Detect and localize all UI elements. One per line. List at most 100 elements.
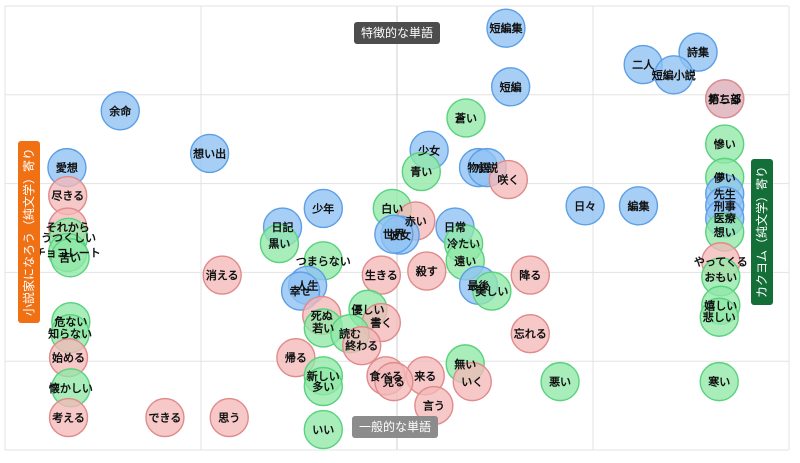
point-label: 愛想 [56, 161, 78, 175]
point-label: 来る [413, 369, 436, 383]
point-label: 書く [370, 316, 392, 330]
point-blue[interactable] [490, 67, 531, 107]
axis-label-left-bg [18, 141, 40, 323]
point-label: 先生 [714, 187, 736, 201]
point-red[interactable] [452, 361, 492, 402]
point-label: できる [149, 412, 182, 425]
point-label: 冷たい [447, 237, 480, 251]
axis-label-top: 特徴的な単語 [354, 22, 440, 44]
point-red[interactable] [276, 337, 316, 378]
point-label: 生きる [365, 268, 398, 282]
point-label: やってくる [694, 256, 748, 269]
point-label: 無い [454, 357, 476, 371]
point-green[interactable] [446, 98, 486, 138]
point-label: 日記 [272, 220, 294, 234]
point-blue[interactable] [100, 91, 140, 131]
point-label: いい [312, 424, 334, 437]
axis-label-left-text: 小説家になろう（純文学）寄り [21, 148, 36, 316]
point-green[interactable] [699, 297, 739, 337]
axis-label-top-bg [354, 22, 440, 44]
point-blue[interactable] [565, 186, 605, 226]
point-red[interactable] [202, 255, 242, 295]
point-label: うつくしい [41, 231, 96, 244]
point-label: 小説 [475, 161, 498, 175]
point-label: 第二部 [708, 92, 741, 106]
point-label: 赤い [405, 214, 427, 228]
point-blue[interactable] [618, 186, 659, 226]
point-label: 幸せ [290, 284, 312, 298]
point-red[interactable] [145, 397, 185, 438]
point-blue[interactable] [486, 8, 526, 48]
point-label: 読む [339, 327, 361, 341]
point-red[interactable] [488, 159, 529, 200]
point-green[interactable] [259, 223, 300, 264]
point-red[interactable] [705, 79, 745, 119]
point-label: 思う [218, 412, 240, 425]
point-red[interactable] [361, 255, 402, 295]
point-label: 短編小説 [652, 68, 696, 82]
point-blue[interactable] [374, 214, 414, 254]
point-label: 慘い [714, 137, 736, 151]
point-green[interactable] [303, 409, 344, 450]
point-label: 言う [423, 399, 445, 413]
point-label: 儚い [714, 170, 736, 184]
point-label: 尽きる [51, 190, 84, 203]
point-green[interactable] [699, 361, 739, 402]
point-red[interactable] [510, 313, 550, 354]
point-label: 終わる [345, 339, 378, 353]
axis-label-bottom-text: 一般的な単語 [359, 419, 431, 434]
point-label: 殺す [415, 264, 438, 278]
axis-label-right: カクヨム（純文学）寄り [751, 159, 773, 305]
point-label: 知らない [47, 327, 92, 341]
point-label: 苦い [59, 251, 81, 265]
point-red[interactable] [342, 325, 382, 366]
point-blue[interactable] [654, 55, 694, 95]
point-label: 黒い [268, 238, 290, 251]
point-label: 青い [410, 165, 432, 179]
axis-label-bottom: 一般的な単語 [352, 416, 438, 438]
point-label: 死ぬ [311, 309, 333, 322]
point-label: 日常 [444, 220, 466, 234]
point-label: 多い [312, 380, 334, 394]
point-red[interactable] [407, 251, 447, 291]
point-label: 消える [206, 268, 239, 282]
point-green[interactable] [50, 238, 90, 278]
point-red[interactable] [374, 361, 414, 402]
point-green[interactable] [540, 361, 580, 402]
point-label: 危ない [53, 315, 87, 329]
point-label: 詩集 [687, 45, 710, 59]
point-label: 短編 [500, 80, 522, 94]
point-label: おもい [704, 271, 737, 284]
point-blue[interactable] [678, 32, 718, 72]
point-label: それから [46, 221, 90, 234]
point-label: 始める [52, 351, 85, 365]
point-label: 物語 [468, 161, 490, 175]
axis-label-left: 小説家になろう（純文学）寄り [18, 141, 40, 323]
point-label: 帰る [285, 351, 307, 365]
point-label: 少女 [417, 143, 440, 157]
point-label: 新しい [307, 369, 340, 383]
point-red[interactable] [209, 397, 249, 438]
point-label: 二人 [632, 58, 655, 72]
point-label: 想い出 [192, 146, 226, 160]
point-blue[interactable] [303, 188, 344, 229]
point-label: 優しい [350, 302, 384, 316]
point-blue[interactable] [189, 133, 230, 174]
point-red[interactable] [510, 255, 550, 295]
axis-label-right-text: カクヨム（純文学）寄り [754, 166, 769, 298]
point-green[interactable] [472, 271, 512, 311]
point-label: 忘れる [514, 327, 547, 341]
point-label: 遠い [454, 254, 476, 268]
point-green[interactable] [303, 366, 344, 407]
point-label: 短編集 [489, 21, 523, 35]
point-label: 考える [52, 411, 85, 425]
point-green[interactable] [401, 151, 442, 192]
point-label: 寒い [707, 375, 730, 389]
point-label: 朽ちる [708, 92, 741, 106]
point-red[interactable] [48, 397, 89, 438]
point-label: 降る [519, 268, 541, 282]
axis-label-top-text: 特徴的な単語 [361, 25, 433, 40]
